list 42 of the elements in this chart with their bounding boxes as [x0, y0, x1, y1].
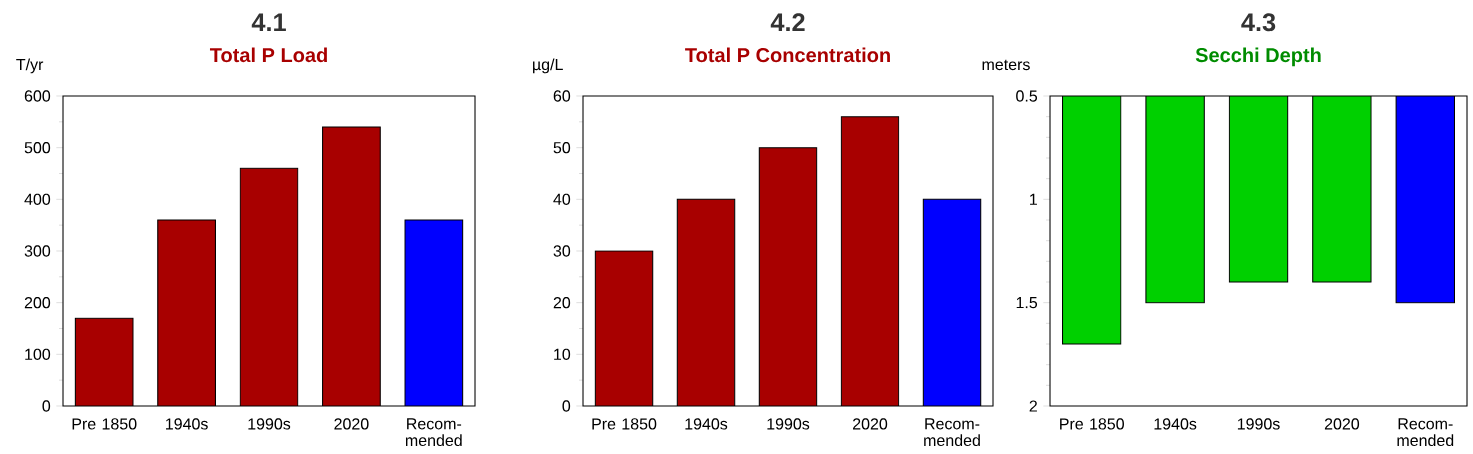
x-tick-label: 1990s: [767, 418, 810, 430]
x-tick-label: 1990s: [1237, 418, 1280, 430]
y-tick-label: 400: [24, 193, 51, 205]
y-tick-label: 300: [24, 245, 51, 257]
x-tick-label: Pre 1850: [592, 418, 657, 430]
chart-subtitle: Total P Concentration: [685, 47, 890, 63]
x-tick-label: Recom- mended: [405, 418, 462, 447]
y-axis-title: T/yr: [16, 58, 44, 74]
x-tick-label: Pre 1850: [1060, 418, 1124, 430]
y-tick-label: 2: [1029, 400, 1037, 412]
x-tick-label: Recom- mended: [924, 418, 980, 447]
y-tick-label: 0.5: [1016, 90, 1038, 102]
y-axis-title: meters: [982, 59, 1030, 71]
x-tick-label: 2020: [1324, 418, 1360, 430]
y-tick-label: 600: [24, 90, 51, 102]
y-tick-label: 0: [562, 400, 571, 412]
x-tick-label: 1990s: [248, 418, 291, 430]
x-tick-label: Pre 1850: [72, 418, 137, 430]
x-tick-label: 2020: [334, 418, 369, 430]
x-tick-label: 1940s: [685, 418, 728, 430]
y-tick-label: 100: [25, 348, 51, 360]
chart-subtitle: Secchi Depth: [1195, 47, 1321, 67]
y-tick-label: 20: [553, 297, 571, 309]
y-tick-label: 30: [553, 245, 571, 257]
chart-title: 4.3: [1241, 13, 1276, 32]
y-tick-label: 200: [24, 297, 51, 309]
y-tick-label: 40: [553, 193, 571, 205]
x-tick-label: Recom- mended: [1397, 418, 1454, 447]
y-tick-label: 500: [24, 142, 51, 154]
x-tick-label: 1940s: [1154, 418, 1197, 430]
y-tick-label: 50: [553, 142, 571, 154]
x-tick-label: 1940s: [166, 418, 208, 430]
y-tick-label: 10: [554, 348, 571, 360]
chart-title: 4.2: [770, 13, 805, 31]
y-tick-label: 1.5: [1016, 297, 1038, 309]
chart-subtitle: Total P Load: [209, 47, 327, 63]
chart-title: 4.1: [251, 13, 286, 31]
y-tick-label: 0: [42, 400, 51, 412]
x-tick-label: 2020: [853, 418, 888, 430]
y-tick-label: 1: [1030, 193, 1037, 205]
y-axis-title: µg/L: [533, 58, 563, 74]
y-tick-label: 60: [553, 90, 571, 102]
